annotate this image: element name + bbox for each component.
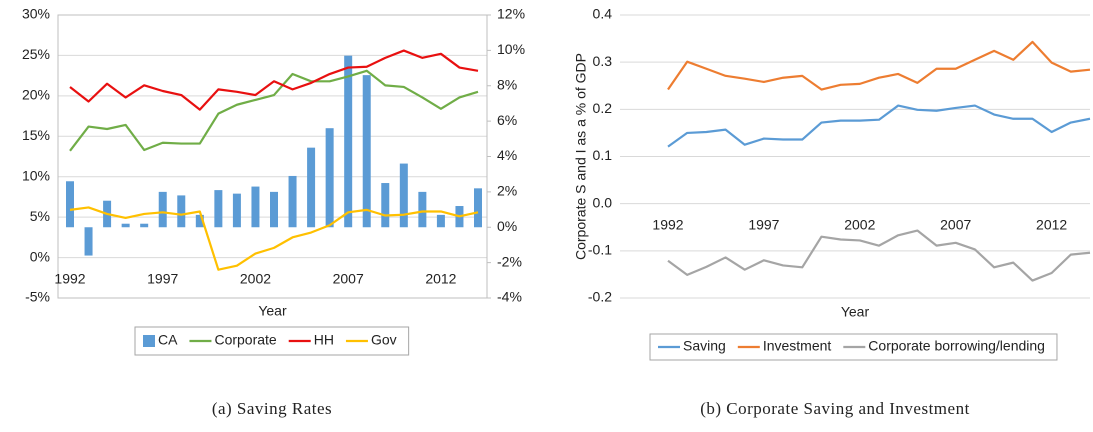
bar <box>325 128 334 228</box>
line <box>69 69 479 152</box>
y2-tick-label: -2% <box>497 253 522 269</box>
line <box>69 206 479 271</box>
y2-tick-label: 0% <box>497 218 517 234</box>
bar <box>288 175 297 228</box>
x-tick-label: 1997 <box>748 216 779 232</box>
y-tick-label: 5% <box>30 208 50 224</box>
bar <box>474 188 482 228</box>
bar <box>418 191 427 228</box>
bar <box>362 75 371 228</box>
bar <box>251 186 260 228</box>
bar <box>195 214 204 228</box>
legend-swatch <box>143 335 155 347</box>
bar <box>214 190 223 228</box>
bar <box>158 191 167 228</box>
x-tick-label: 1992 <box>652 216 683 232</box>
legend-label: Investment <box>763 338 832 354</box>
y-axis-title: Corporate S and I as a % of GDP <box>573 53 589 260</box>
bar <box>140 223 149 228</box>
bar <box>436 214 445 228</box>
line <box>667 40 1091 91</box>
caption: (b) Corporate Saving and Investment <box>700 399 970 418</box>
y-tick-label: 0.4 <box>593 6 613 22</box>
legend-label: CA <box>158 332 178 348</box>
y-tick-label: 30% <box>22 6 50 22</box>
x-tick-label: 2007 <box>333 270 364 286</box>
x-axis-title: Year <box>258 303 287 319</box>
x-tick-label: 2012 <box>425 270 456 286</box>
y2-tick-label: 6% <box>497 112 517 128</box>
bar <box>66 181 74 228</box>
y-tick-label: 0.2 <box>593 100 613 116</box>
legend-label: HH <box>314 332 334 348</box>
x-tick-label: 2002 <box>844 216 875 232</box>
x-tick-label: 2012 <box>1036 216 1067 232</box>
legend-label: Saving <box>683 338 726 354</box>
y-tick-label: 0.1 <box>593 147 613 163</box>
line <box>667 229 1091 282</box>
y-tick-label: -5% <box>25 289 50 305</box>
y2-tick-label: 10% <box>497 41 525 57</box>
y2-tick-label: 12% <box>497 6 525 22</box>
line <box>667 104 1091 148</box>
plot-border <box>57 14 488 299</box>
y-tick-label: 15% <box>22 127 50 143</box>
bar <box>399 163 408 228</box>
x-tick-label: 1997 <box>147 270 178 286</box>
legend-label: Corporate <box>214 332 276 348</box>
y-tick-label: 0% <box>30 248 50 264</box>
x-tick-label: 2007 <box>940 216 971 232</box>
bar <box>307 147 316 228</box>
bar <box>381 183 390 228</box>
bar <box>232 193 241 228</box>
y2-tick-label: 8% <box>497 76 517 92</box>
y-tick-label: 25% <box>22 46 50 62</box>
x-tick-label: 2002 <box>240 270 271 286</box>
y-tick-label: 20% <box>22 87 50 103</box>
y-tick-label: -0.1 <box>588 242 612 258</box>
y-tick-label: 0.3 <box>593 53 613 69</box>
y-tick-label: 0.0 <box>593 194 613 210</box>
line <box>69 49 479 111</box>
bar <box>270 191 278 228</box>
x-tick-label: 1992 <box>54 270 85 286</box>
y2-tick-label: -4% <box>497 289 522 305</box>
y2-tick-label: 4% <box>497 147 517 163</box>
caption: (a) Saving Rates <box>212 399 332 418</box>
x-axis-title: Year <box>841 304 870 320</box>
legend-label: Gov <box>371 332 397 348</box>
bar <box>177 195 186 228</box>
bar <box>121 223 130 228</box>
y-tick-label: 10% <box>22 167 50 183</box>
y-tick-label: -0.2 <box>588 289 612 305</box>
y2-tick-label: 2% <box>497 183 517 199</box>
legend-label: Corporate borrowing/lending <box>868 338 1045 354</box>
bar <box>344 55 353 228</box>
bar <box>84 227 93 256</box>
